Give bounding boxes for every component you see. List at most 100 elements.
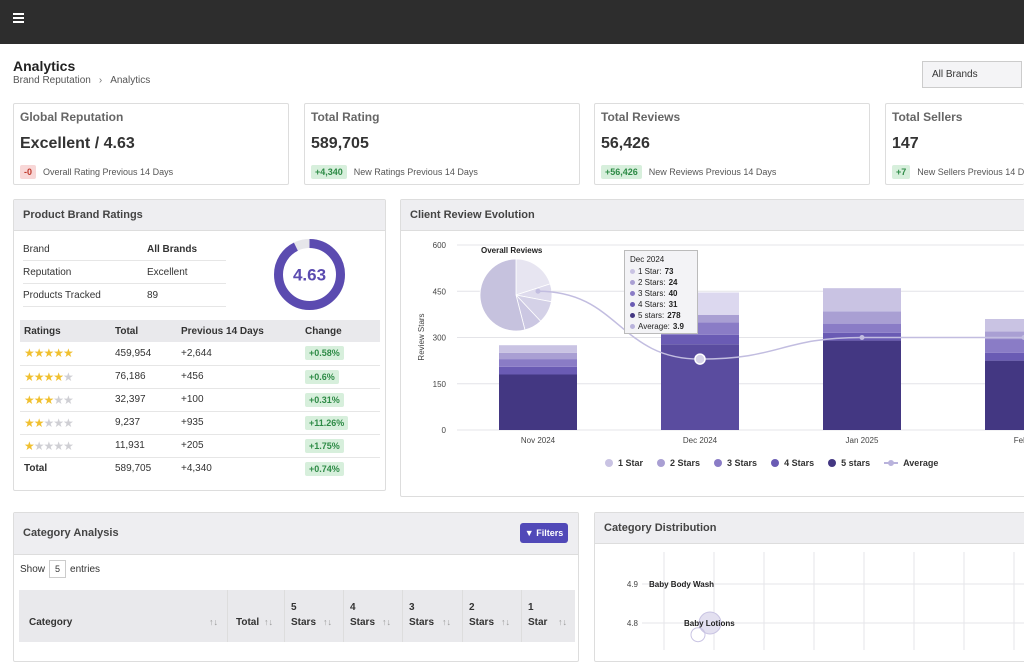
col-4-stars[interactable]: 4 Stars ↑↓ <box>343 590 402 642</box>
chart-legend: 1 Star 2 Stars 3 Stars 4 Stars 5 stars Averag… <box>605 458 938 468</box>
bar-segment[interactable] <box>499 345 577 353</box>
score-donut: 4.63 <box>272 237 347 312</box>
info-value: Excellent <box>147 267 188 278</box>
bar-segment[interactable] <box>985 339 1024 353</box>
bar-segment[interactable] <box>499 353 577 359</box>
entries-label: entries <box>70 564 100 575</box>
breadcrumb-brand-reputation[interactable]: Brand Reputation <box>13 75 91 86</box>
legend-item[interactable]: 3 Stars <box>714 458 757 468</box>
col-change[interactable]: Change <box>301 320 380 342</box>
kpi-delta-badge: -0 <box>20 165 36 179</box>
table-row: ★★★★★459,954+2,644+0.58% <box>20 342 380 365</box>
info-value: 89 <box>147 290 158 301</box>
average-point[interactable] <box>860 335 865 340</box>
average-point[interactable] <box>536 289 541 294</box>
bar-segment[interactable] <box>499 375 577 431</box>
kpi-delta-badge: +56,426 <box>601 165 642 179</box>
top-bar <box>0 0 1024 44</box>
y-tick-label: 300 <box>433 334 447 343</box>
kpi-note: Overall Rating Previous 14 Days <box>43 167 173 177</box>
legend-item[interactable]: 4 Stars <box>771 458 814 468</box>
rating-prev: +205 <box>177 434 301 457</box>
sort-icon[interactable]: ↑↓ <box>323 617 332 627</box>
kpi-title: Total Sellers <box>892 110 962 124</box>
col-3-stars[interactable]: 3 Stars ↑↓ <box>402 590 462 642</box>
change-badge: +0.6% <box>305 370 339 384</box>
show-label: Show <box>20 564 45 575</box>
bar-segment[interactable] <box>823 324 901 333</box>
card-title: Category Distribution <box>595 513 1024 544</box>
brand-select[interactable]: All Brands <box>922 61 1022 88</box>
kpi-note: New Sellers Previous 14 Da <box>917 167 1024 177</box>
hamburger-icon[interactable] <box>13 11 25 25</box>
rating-change: +0.58% <box>301 342 380 365</box>
bar-segment[interactable] <box>823 311 901 323</box>
bar-segment[interactable] <box>823 288 901 311</box>
table-row: ★★★★★11,931+205+1.75% <box>20 434 380 457</box>
filter-icon: ▼ <box>525 528 534 538</box>
point-label: Baby Body Wash <box>649 580 714 589</box>
rating-total: 32,397 <box>111 388 177 411</box>
legend-marker-icon <box>884 462 898 464</box>
star-rating-icon: ★★★★★ <box>20 388 111 411</box>
star-rating-icon: ★★★★★ <box>20 434 111 457</box>
bubble-point[interactable] <box>691 628 705 642</box>
bar-segment[interactable] <box>985 353 1024 361</box>
sort-icon[interactable]: ↑↓ <box>264 617 273 627</box>
col-5-stars[interactable]: 5 Stars ↑↓ <box>284 590 343 642</box>
legend-item[interactable]: Average <box>884 458 938 468</box>
table-row: ★★★★★76,186+456+0.6% <box>20 365 380 388</box>
info-row-reputation: Reputation Excellent <box>23 261 226 284</box>
kpi-value: 147 <box>892 135 919 153</box>
card-title: Category Analysis <box>14 513 578 555</box>
breadcrumb-analytics: Analytics <box>110 75 150 86</box>
col-total[interactable]: Total ↑↓ <box>227 590 284 642</box>
legend-marker-icon <box>828 459 836 467</box>
legend-item[interactable]: 1 Star <box>605 458 643 468</box>
col-1-star[interactable]: 1 Star ↑↓ <box>521 590 575 642</box>
bar-segment[interactable] <box>985 319 1024 331</box>
rating-prev: +100 <box>177 388 301 411</box>
sort-icon[interactable]: ↑↓ <box>501 617 510 627</box>
col-previous[interactable]: Previous 14 Days <box>177 320 301 342</box>
bar-segment[interactable] <box>499 367 577 375</box>
total-value: 589,705 <box>111 457 177 480</box>
x-tick-label: Feb 2 <box>1014 436 1024 445</box>
col-total[interactable]: Total <box>111 320 177 342</box>
change-badge: +0.58% <box>305 346 344 360</box>
sort-icon[interactable]: ↑↓ <box>382 617 391 627</box>
kpi-value: 56,426 <box>601 135 650 153</box>
filters-button[interactable]: ▼ Filters <box>520 523 568 543</box>
legend-item[interactable]: 2 Stars <box>657 458 700 468</box>
total-label: Total <box>20 457 111 480</box>
col-ratings[interactable]: Ratings <box>20 320 111 342</box>
bar-segment[interactable] <box>661 335 739 345</box>
info-row-products-tracked: Products Tracked 89 <box>23 284 226 307</box>
average-point[interactable] <box>695 354 705 364</box>
bar-segment[interactable] <box>499 359 577 367</box>
entries-select[interactable]: 5 <box>49 560 66 578</box>
sort-icon[interactable]: ↑↓ <box>209 617 218 627</box>
sort-icon[interactable]: ↑↓ <box>442 617 451 627</box>
x-tick-label: Nov 2024 <box>521 436 556 445</box>
legend-label: 3 Stars <box>727 458 757 468</box>
star-rating-icon: ★★★★★ <box>20 411 111 434</box>
x-tick-label: Jan 2025 <box>846 436 879 445</box>
col-2-stars[interactable]: 2 Stars ↑↓ <box>462 590 521 642</box>
star-rating-icon: ★★★★★ <box>20 365 111 388</box>
rating-prev: +2,644 <box>177 342 301 365</box>
tooltip-label: 1 Star: <box>638 266 662 277</box>
y-tick-label: 150 <box>433 380 447 389</box>
sort-icon[interactable]: ↑↓ <box>558 617 567 627</box>
change-badge: +1.75% <box>305 439 344 453</box>
bar-segment[interactable] <box>985 361 1024 430</box>
col-category[interactable]: Category ↑↓ <box>19 590 227 642</box>
legend-item[interactable]: 5 stars <box>828 458 870 468</box>
bar-segment[interactable] <box>823 341 901 430</box>
rating-change: +11.26% <box>301 411 380 434</box>
tooltip-row: 4 Stars:31 <box>630 299 692 310</box>
total-prev: +4,340 <box>177 457 301 480</box>
